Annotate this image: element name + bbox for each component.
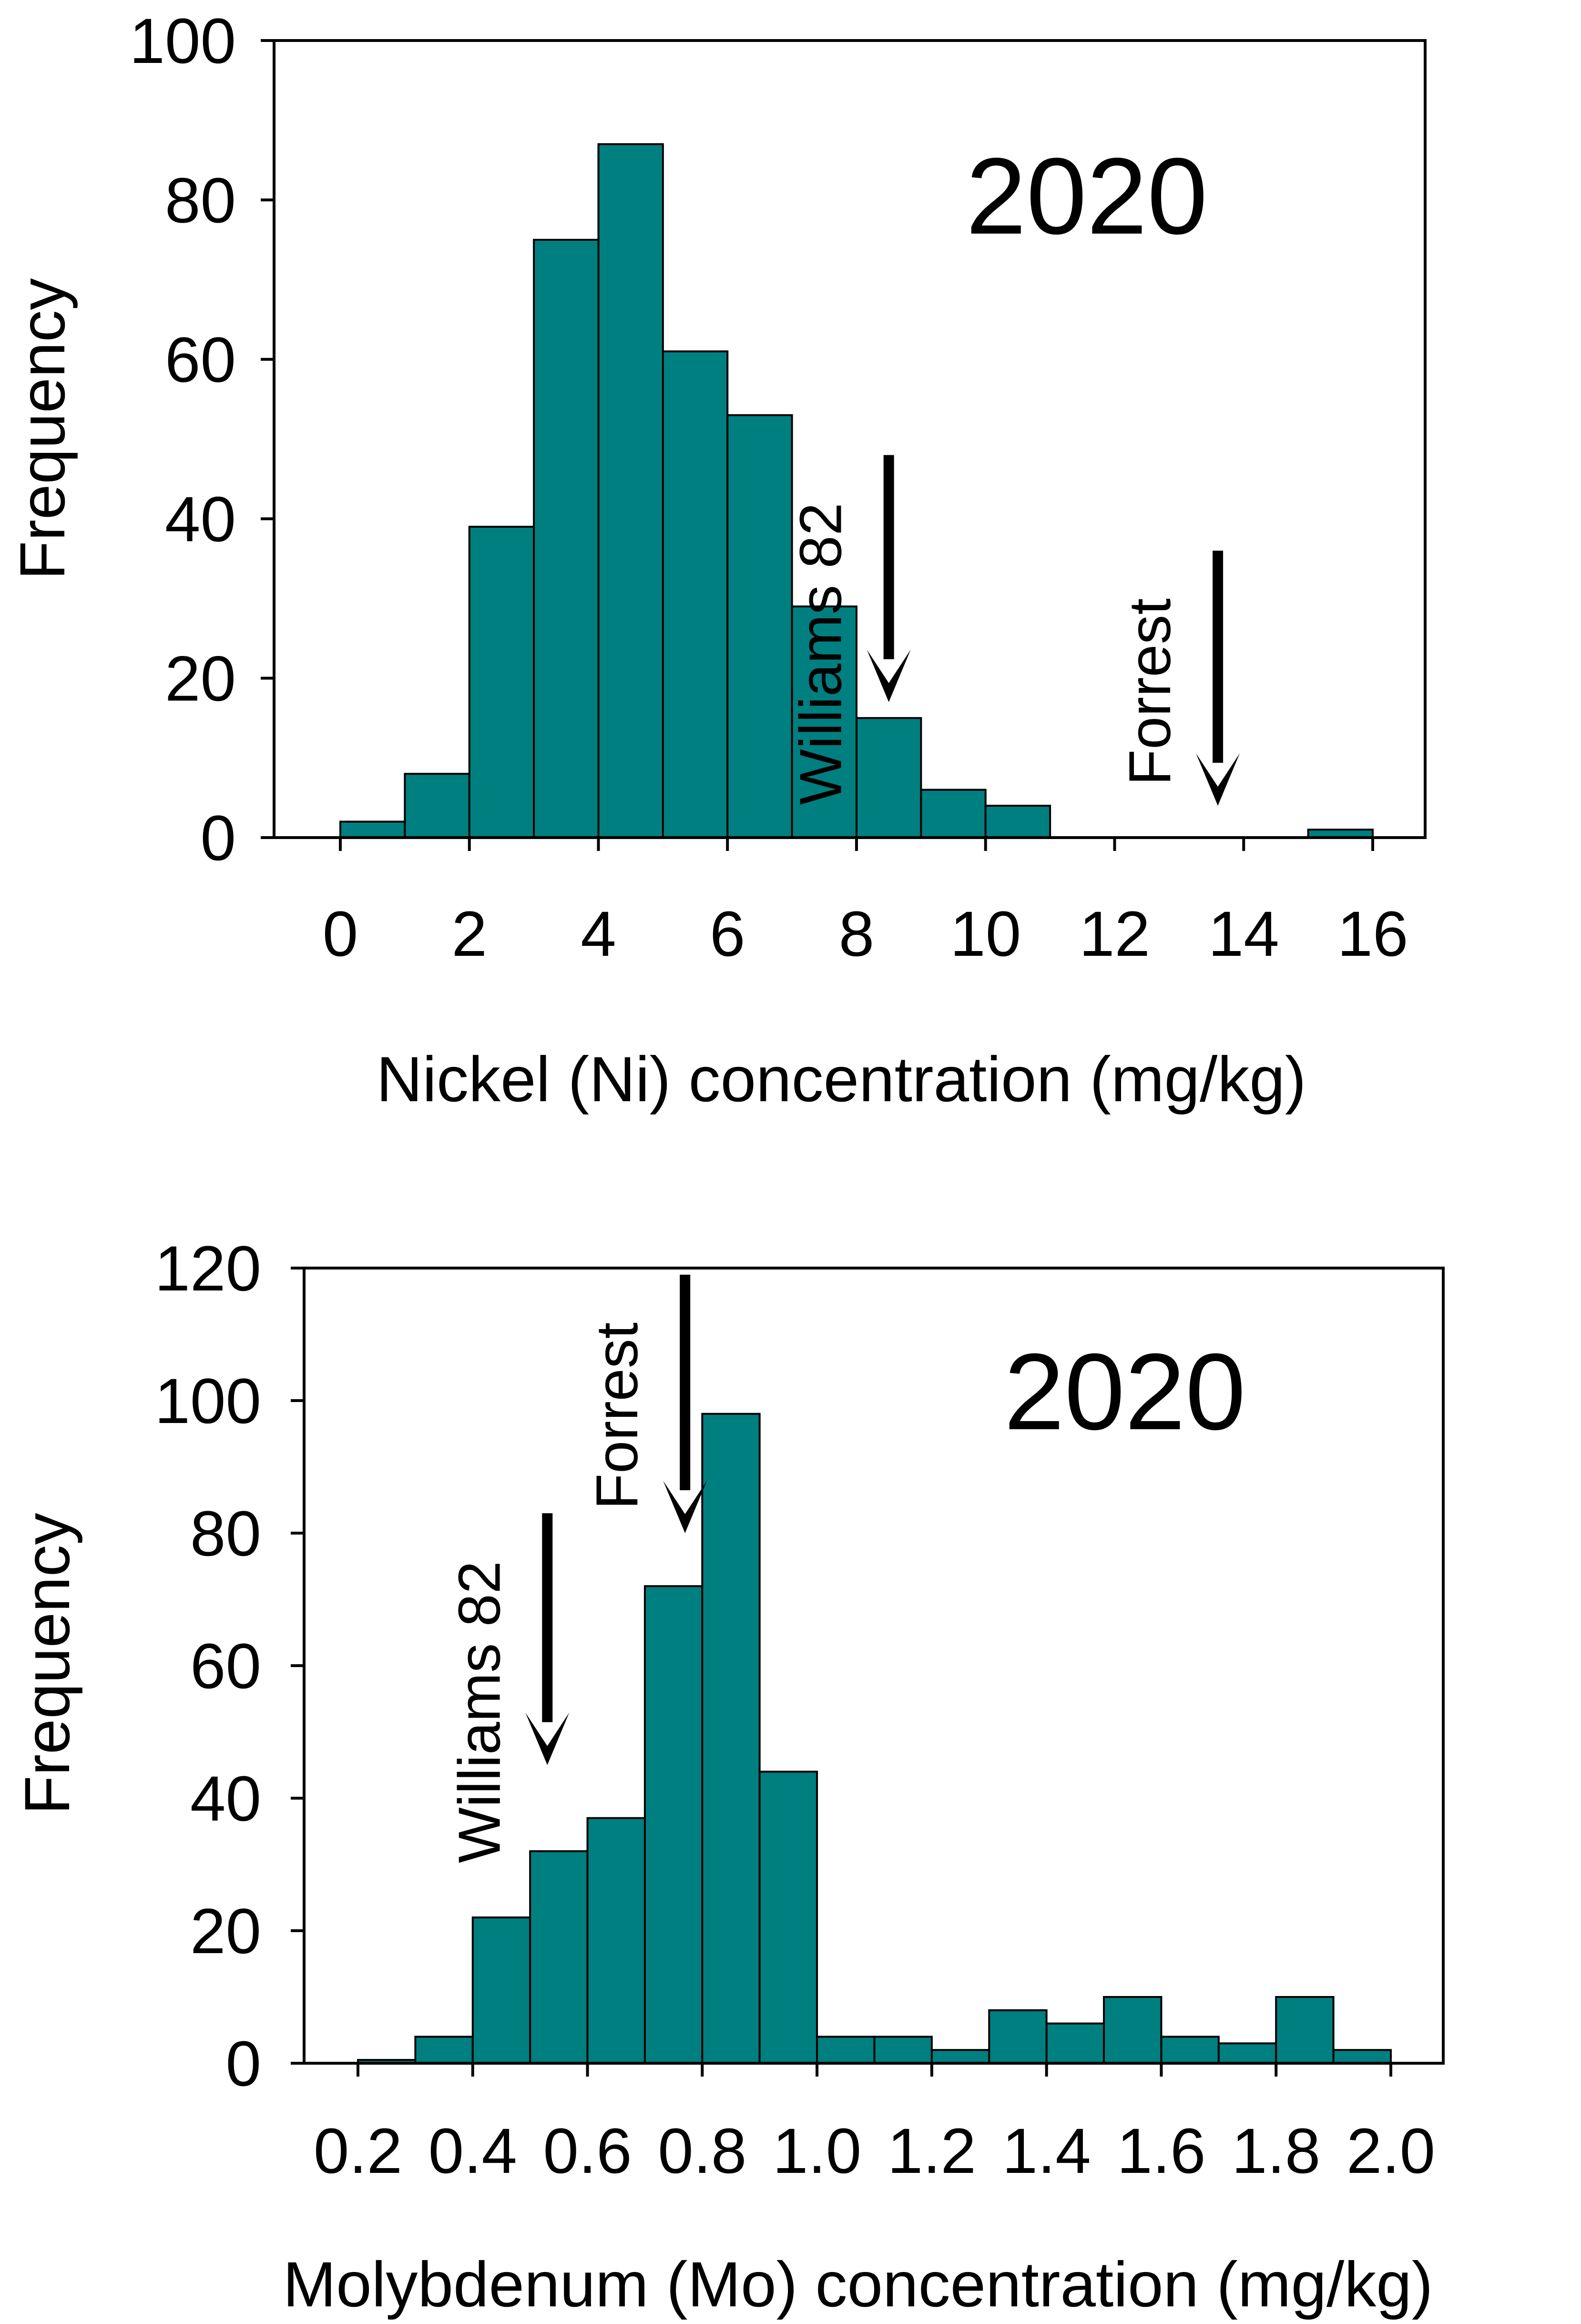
histogram-bar bbox=[791, 605, 857, 839]
x-axis-title: Nickel (Ni) concentration (mg/kg) bbox=[377, 1044, 1306, 1115]
histogram-bar bbox=[1275, 1996, 1335, 2064]
histogram-bar bbox=[701, 1413, 761, 2064]
histogram-bar bbox=[586, 1817, 646, 2064]
histogram-bar bbox=[758, 1771, 818, 2064]
x-tick-label: 10 bbox=[950, 899, 1021, 970]
x-tick-label: 0.2 bbox=[314, 2116, 402, 2187]
histogram-bar bbox=[856, 717, 922, 839]
y-tick-label: 60 bbox=[165, 325, 236, 396]
x-axis-title: Molybdenum (Mo) concentration (mg/kg) bbox=[283, 2249, 1433, 2320]
x-tick-label: 4 bbox=[581, 899, 616, 970]
x-tick-label: 1.4 bbox=[1002, 2116, 1091, 2187]
x-tick-label: 2.0 bbox=[1346, 2116, 1435, 2187]
x-tick-label: 0.6 bbox=[543, 2116, 632, 2187]
histogram-bar bbox=[873, 2036, 933, 2064]
histogram-bar bbox=[1160, 2036, 1220, 2064]
y-tick-label: 20 bbox=[165, 644, 236, 715]
y-tick-label: 100 bbox=[154, 1366, 261, 1437]
y-tick-label: 20 bbox=[190, 1896, 261, 1967]
y-axis-title: Frequency bbox=[7, 278, 78, 580]
histogram-bar bbox=[643, 1585, 704, 2064]
year-label: 2020 bbox=[1004, 1331, 1245, 1453]
x-tick-label: 1.8 bbox=[1232, 2116, 1320, 2187]
down-arrow-icon bbox=[663, 1481, 707, 1533]
histogram-bar bbox=[816, 2036, 876, 2064]
y-tick-label: 0 bbox=[200, 803, 236, 874]
x-tick-label: 12 bbox=[1079, 899, 1150, 970]
histogram-bar bbox=[529, 1850, 589, 2064]
histogram-bar bbox=[1217, 2042, 1277, 2064]
histogram-bar bbox=[930, 2049, 990, 2065]
down-arrow-icon bbox=[1196, 753, 1240, 806]
x-tick-label: 1.6 bbox=[1117, 2116, 1205, 2187]
x-tick-label: 1.0 bbox=[773, 2116, 861, 2187]
cultivar-label: Williams 82 bbox=[447, 1561, 512, 1863]
x-tick-label: 0.8 bbox=[658, 2116, 746, 2187]
y-tick-label: 120 bbox=[154, 1233, 261, 1304]
plot-frame bbox=[273, 39, 1427, 839]
histogram-bar bbox=[404, 773, 470, 839]
nickel-histogram-panel: 0 20 40 60 80 100 0 2 4 6 8 10 12 14 16 Nickel (Ni) con… bbox=[7, 6, 1427, 1115]
histogram-bar bbox=[726, 414, 793, 839]
histogram-bar bbox=[597, 143, 664, 839]
histogram-bar bbox=[339, 820, 406, 839]
histogram-bar bbox=[1103, 1996, 1163, 2064]
year-label: 2020 bbox=[966, 136, 1207, 257]
cultivar-label: Forrest bbox=[584, 1322, 650, 1510]
x-tick-label: 16 bbox=[1337, 899, 1408, 970]
cultivar-label: Forrest bbox=[1117, 598, 1183, 786]
molybdenum-histogram-panel: 0 20 40 60 80 100 120 0.2 0.4 0.6 0.8 1.0 1.2 1.4 1.6 1… bbox=[12, 1233, 1445, 2320]
x-tick-label: 14 bbox=[1208, 899, 1279, 970]
y-tick-label: 80 bbox=[190, 1498, 261, 1569]
y-axis-title: Frequency bbox=[12, 1513, 83, 1814]
x-tick-label: 0.4 bbox=[428, 2116, 517, 2187]
histogram-bar bbox=[1045, 2022, 1105, 2065]
x-tick-label: 8 bbox=[839, 899, 875, 970]
x-tick-label: 2 bbox=[451, 899, 487, 970]
histogram-bar bbox=[984, 805, 1051, 839]
y-tick-label: 80 bbox=[165, 165, 236, 236]
histogram-bar bbox=[1332, 2049, 1392, 2065]
x-tick-label: 0 bbox=[323, 899, 358, 970]
y-tick-label: 40 bbox=[190, 1763, 261, 1834]
y-tick-label: 100 bbox=[129, 6, 236, 77]
x-tick-label: 1.2 bbox=[887, 2116, 976, 2187]
down-arrow-icon bbox=[525, 1712, 570, 1765]
histogram-bar bbox=[471, 1916, 531, 2064]
histogram-bar bbox=[988, 2009, 1048, 2064]
x-tick-label: 6 bbox=[710, 899, 745, 970]
histogram-bar bbox=[920, 788, 987, 839]
y-tick-label: 0 bbox=[225, 2028, 261, 2099]
histogram-bar bbox=[468, 525, 535, 839]
cultivar-label: Williams 82 bbox=[788, 502, 854, 805]
down-arrow-icon bbox=[867, 649, 911, 702]
histogram-bar bbox=[662, 350, 729, 839]
histogram-bar bbox=[414, 2036, 474, 2064]
y-tick-label: 60 bbox=[190, 1631, 261, 1702]
histogram-bar bbox=[533, 239, 600, 839]
y-tick-label: 40 bbox=[165, 484, 236, 555]
